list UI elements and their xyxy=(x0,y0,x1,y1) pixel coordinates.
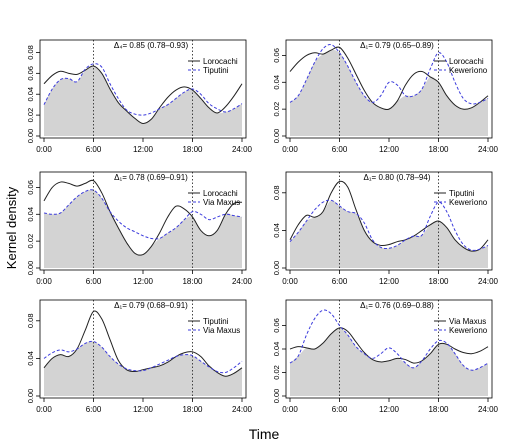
x-tick-label: 0:00 xyxy=(282,277,298,286)
overlap-area xyxy=(290,327,488,396)
y-tick-label: 0.08 xyxy=(26,45,35,60)
series-line-solid xyxy=(43,179,243,256)
legend-label: Via Maxus xyxy=(203,326,240,335)
overlap-annotation: Δ₁= 0.78 (0.69–0.91) xyxy=(114,173,188,182)
series-line-solid xyxy=(43,65,243,124)
figure-xlabel: Time xyxy=(249,426,280,442)
chart-panel-6: 0:00 6:00 12:00 18:00 24:00 0.00 0.02 0.04 0.06 Δ… xyxy=(272,299,499,414)
x-tick-label: 18:00 xyxy=(428,145,449,154)
y-tick-label: 0.08 xyxy=(26,313,35,328)
legend-label: Kewerìono xyxy=(449,326,488,335)
x-tick-label: 12:00 xyxy=(379,145,400,154)
y-tick-label: 0.02 xyxy=(272,365,281,380)
x-tick-label: 12:00 xyxy=(133,405,154,414)
overlap-area xyxy=(290,200,488,268)
series-line-solid xyxy=(289,327,489,364)
overlap-annotation: Δ₁= 0.79 (0.65–0.89) xyxy=(360,41,434,50)
x-tick-label: 6:00 xyxy=(332,277,348,286)
series-line-dashed xyxy=(43,189,243,240)
x-tick-label: 6:00 xyxy=(86,277,102,286)
x-tick-label: 0:00 xyxy=(282,405,298,414)
chart-panels: 0:00 6:00 12:00 18:00 24:000.000.020.040.060… xyxy=(26,39,499,414)
legend-label: Tiputini xyxy=(449,189,475,198)
x-tick-label: 24:00 xyxy=(478,405,499,414)
y-tick-label: 0.02 xyxy=(272,102,281,117)
y-tick-label: 0.02 xyxy=(26,234,35,249)
x-tick-label: 18:00 xyxy=(428,405,449,414)
overlap-annotation: Δ₁= 0.76 (0.69–0.88) xyxy=(360,301,434,310)
y-tick-label: 0.04 xyxy=(272,75,281,90)
x-tick-label: 6:00 xyxy=(86,145,102,154)
x-tick-label: 0:00 xyxy=(36,405,52,414)
x-tick-label: 18:00 xyxy=(182,405,203,414)
legend-label: Lorocachi xyxy=(203,57,238,66)
y-tick-label: 0.00 xyxy=(272,129,281,144)
x-tick-label: 24:00 xyxy=(478,145,499,154)
x-tick-label: 12:00 xyxy=(133,145,154,154)
series-line-dashed xyxy=(289,309,489,371)
chart-panel-5: 0:00 6:00 12:00 18:00 24:00 0.00 0.04 0.08 Δ₁= 0… xyxy=(26,299,253,414)
legend-label: Via Maxus xyxy=(449,317,486,326)
x-tick-label: 18:00 xyxy=(182,277,203,286)
y-tick-label: 0.06 xyxy=(26,180,35,195)
x-tick-label: 12:00 xyxy=(133,277,154,286)
series-line-dashed xyxy=(289,44,489,105)
y-tick-label: 0.04 xyxy=(26,351,35,366)
legend-label: Lorocachi xyxy=(449,57,484,66)
legend-label: Kewerìono xyxy=(449,198,488,207)
x-tick-label: 24:00 xyxy=(232,277,253,286)
y-tick-label: 0.04 xyxy=(26,87,35,102)
series-line-solid xyxy=(289,46,489,111)
x-tick-label: 0:00 xyxy=(36,277,52,286)
x-tick-label: 0:00 xyxy=(36,145,52,154)
overlap-annotation: Δ₁= 0.79 (0.68–0.91) xyxy=(114,301,188,310)
figure-ylabel: Kernel density xyxy=(4,186,19,269)
series-line-solid xyxy=(289,180,489,252)
x-tick-label: 6:00 xyxy=(332,145,348,154)
y-tick-label: 0.00 xyxy=(26,389,35,404)
legend-label: Tiputini xyxy=(203,66,229,75)
y-tick-label: 0.08 xyxy=(272,185,281,200)
overlap-annotation: Δ₁= 0.80 (0.78–94) xyxy=(364,173,431,182)
x-tick-label: 0:00 xyxy=(282,145,298,154)
y-tick-label: 0.04 xyxy=(272,342,281,357)
x-tick-label: 18:00 xyxy=(428,277,449,286)
chart-panel-1: 0:00 6:00 12:00 18:00 24:00 0.00 0.02 0.04 0.06 0… xyxy=(26,39,253,154)
y-tick-label: 0.04 xyxy=(26,207,35,222)
chart-panel-3: 0:00 6:00 12:00 18:00 24:00 0.00 0.02 0.04 0.06 Δ… xyxy=(26,171,253,286)
y-tick-label: 0.02 xyxy=(26,108,35,123)
legend-label: Lorocachi xyxy=(203,189,238,198)
series-line-dashed xyxy=(43,340,243,374)
x-tick-label: 12:00 xyxy=(379,405,400,414)
x-tick-label: 24:00 xyxy=(478,277,499,286)
x-tick-label: 6:00 xyxy=(332,405,348,414)
y-tick-label: 0.06 xyxy=(26,66,35,81)
x-tick-label: 6:00 xyxy=(86,405,102,414)
y-tick-label: 0.06 xyxy=(272,318,281,333)
y-tick-label: 0.00 xyxy=(26,261,35,276)
y-tick-label: 0.04 xyxy=(272,223,281,238)
x-tick-label: 24:00 xyxy=(232,145,253,154)
overlap-area xyxy=(44,65,242,136)
x-tick-label: 24:00 xyxy=(232,405,253,414)
y-tick-label: 0.06 xyxy=(272,48,281,63)
overlap-area xyxy=(44,189,242,268)
x-tick-label: 12:00 xyxy=(379,277,400,286)
legend-label: Kewerìono xyxy=(449,66,488,75)
legend-label: Tiputini xyxy=(203,317,229,326)
series-line-dashed xyxy=(289,199,489,251)
overlap-area xyxy=(44,341,242,396)
series-line-dashed xyxy=(43,63,243,116)
x-tick-label: 18:00 xyxy=(182,145,203,154)
chart-panel-2: 0:00 6:00 12:00 18:00 24:00 0.00 0.02 0.04 0.06 Δ… xyxy=(272,39,499,154)
y-tick-label: 0.00 xyxy=(26,129,35,144)
chart-panel-4: 0:00 6:00 12:00 18:00 24:00 0.00 0.04 0.08 Δ₁= 0… xyxy=(272,171,499,286)
overlap-annotation: Δ₄= 0.85 (0.78–0.93) xyxy=(114,41,189,50)
y-tick-label: 0.00 xyxy=(272,389,281,404)
legend-label: Via Maxus xyxy=(203,198,240,207)
y-tick-label: 0.00 xyxy=(272,261,281,276)
